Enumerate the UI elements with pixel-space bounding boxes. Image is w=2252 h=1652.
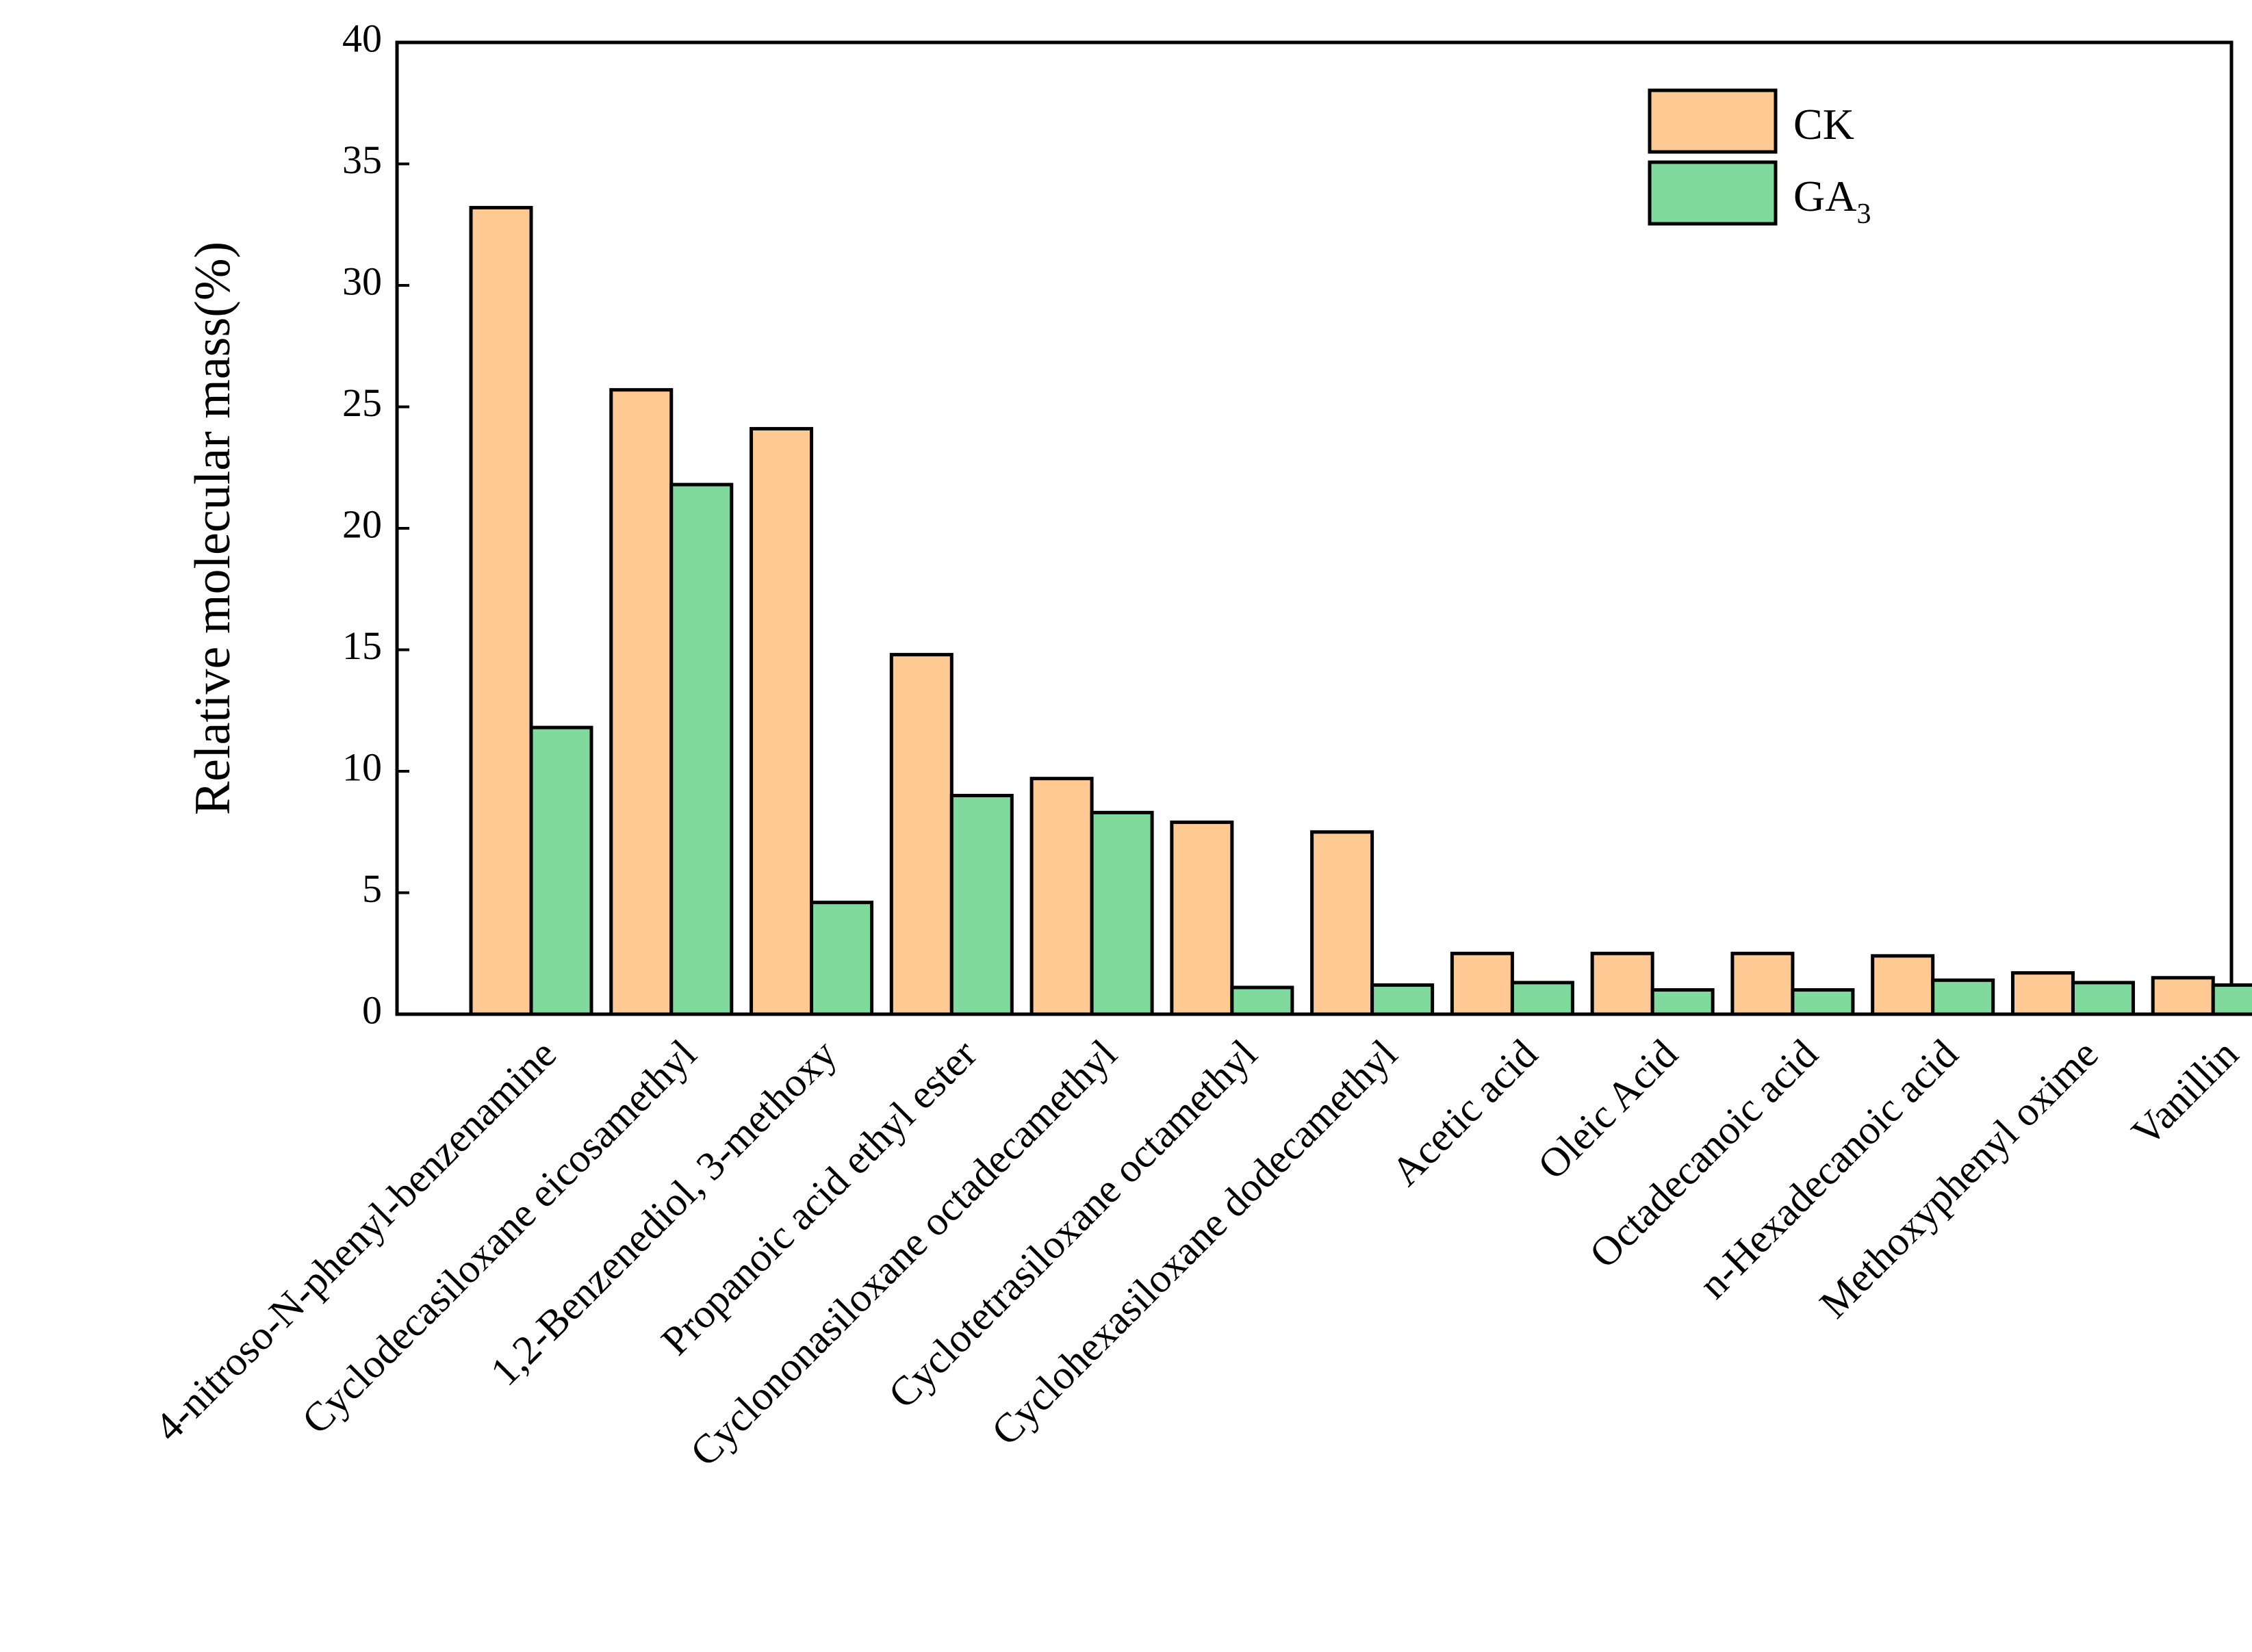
- bar-ga3: [669, 482, 734, 1016]
- y-axis-title: Relative molecular mass(%): [185, 242, 241, 815]
- legend-label-ck: CK: [1793, 100, 1854, 149]
- bar-ga3: [1510, 981, 1574, 1016]
- bar-ck: [1871, 954, 1935, 1016]
- bar-ga3: [1791, 988, 1855, 1016]
- bar-ck: [469, 205, 533, 1016]
- y-tick-label: 20: [342, 502, 382, 546]
- bar-ck: [750, 426, 814, 1016]
- legend-swatch-ck: [1648, 88, 1778, 154]
- legend-swatch-ga3: [1648, 160, 1778, 226]
- legend: CK GA3: [1648, 88, 1871, 230]
- y-tick-label: 40: [342, 16, 382, 60]
- y-tick-label: 35: [342, 138, 382, 182]
- bar-ga3: [1931, 978, 1995, 1016]
- bar-ga3: [1370, 983, 1435, 1016]
- bar-ck: [889, 653, 954, 1016]
- bar-ga3: [2211, 983, 2252, 1016]
- bar-ck: [1170, 821, 1234, 1016]
- bar-ck: [1450, 951, 1514, 1016]
- x-category-label: Acetic acid: [1383, 1031, 1546, 1195]
- bars-group: [469, 205, 2252, 1016]
- bar-ck: [2151, 976, 2215, 1016]
- y-tick-label: 5: [362, 866, 382, 911]
- x-category-label: Methoxyphenyl oxime: [1811, 1031, 2107, 1327]
- bar-ck: [1590, 951, 1654, 1016]
- bar-ck: [609, 388, 674, 1016]
- x-category-label: n-Hexadecanoic acid: [1690, 1031, 1967, 1308]
- bar-ga3: [529, 725, 593, 1016]
- bar-ck: [2010, 971, 2075, 1016]
- legend-label-ga3-main: GA: [1793, 172, 1856, 220]
- y-tick-label: 30: [342, 259, 382, 303]
- y-axis: 0 5 10 15 20 25 30 35 40: [342, 16, 409, 1032]
- x-axis-labels: 4-nitroso-N-phenyl-benzenamineCyclodecas…: [146, 1031, 2247, 1475]
- bar-ga3: [949, 794, 1014, 1016]
- bar-ck: [1310, 830, 1374, 1016]
- y-tick-label: 15: [342, 623, 382, 668]
- y-tick-label: 25: [342, 380, 382, 425]
- bar-ga3: [1650, 988, 1715, 1016]
- bar-ck: [1029, 777, 1094, 1016]
- y-tick-label: 10: [342, 745, 382, 789]
- x-category-label: Vanillin: [2123, 1031, 2247, 1155]
- y-tick-label: 0: [362, 988, 382, 1032]
- bar-ck: [1730, 951, 1795, 1016]
- bar-ga3: [1090, 810, 1154, 1016]
- legend-label-ga3: GA3: [1793, 172, 1871, 230]
- bar-ga3: [2071, 981, 2135, 1016]
- legend-label-ga3-sub: 3: [1856, 198, 1871, 230]
- bar-ga3: [1230, 985, 1294, 1016]
- bar-ga3: [810, 901, 874, 1016]
